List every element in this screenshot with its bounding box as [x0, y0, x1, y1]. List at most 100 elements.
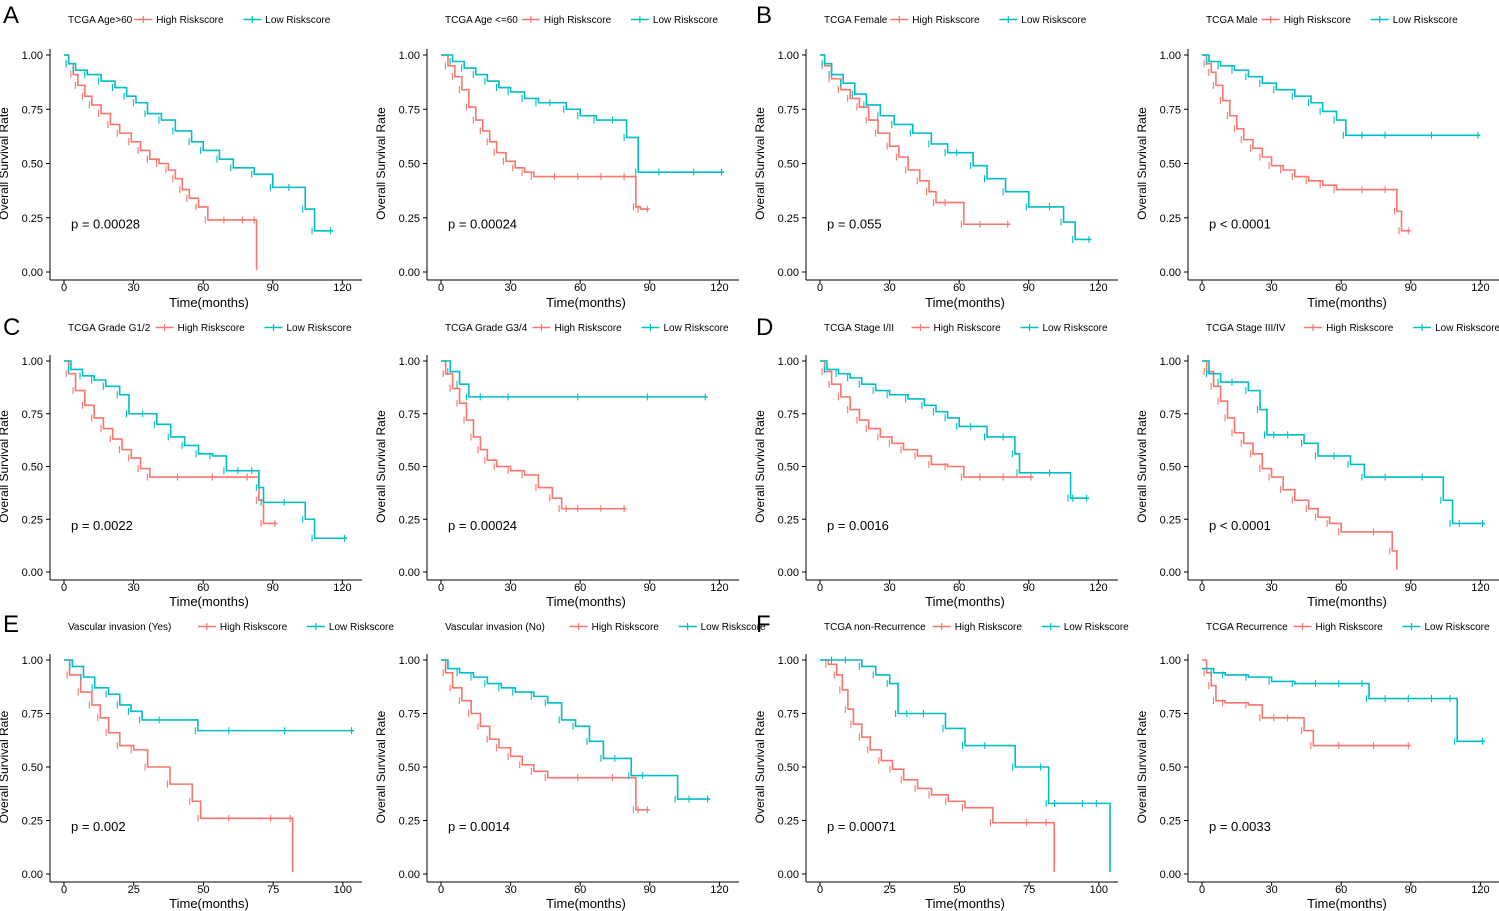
x-tick-label: 120 [710, 282, 728, 294]
plot-title: Vascular invasion (No) [445, 622, 545, 633]
x-tick-label: 120 [333, 582, 351, 594]
plot-title: TCGA Recurrence [1206, 622, 1288, 633]
legend-label-high: High Riskscore [1284, 15, 1352, 26]
p-value-label: p = 0.00024 [448, 518, 517, 533]
km-plot-3: TCGA Female High Riskscore Low Riskscore 0.… [753, 15, 1118, 310]
x-tick-label: 25 [884, 884, 896, 896]
x-tick-label: 0 [817, 582, 823, 594]
y-tick-label: 0.50 [1160, 762, 1181, 774]
x-tick-label: 30 [1265, 582, 1277, 594]
y-tick-label: 0.25 [778, 213, 799, 225]
plot-title: TCGA Female [824, 15, 888, 26]
legend-label-low: Low Riskscore [265, 15, 330, 26]
y-tick-label: 0.75 [1160, 409, 1181, 421]
x-tick-label: 50 [953, 884, 965, 896]
p-value-label: p = 0.002 [71, 819, 126, 834]
y-axis-label: Overall Survival Rate [1135, 710, 1149, 823]
y-tick-label: 0.50 [399, 462, 420, 474]
p-value-label: p = 0.00024 [448, 217, 517, 232]
y-tick-label: 0.25 [1160, 816, 1181, 828]
x-axis-label: Time(months) [546, 896, 626, 911]
x-tick-label: 120 [333, 282, 351, 294]
x-tick-label: 0 [1199, 884, 1205, 896]
x-tick-label: 25 [128, 884, 140, 896]
x-axis-label: Time(months) [546, 295, 626, 310]
y-tick-label: 1.00 [778, 356, 799, 368]
legend-label-low: Low Riskscore [329, 622, 394, 633]
panel-letter-b: B [756, 2, 773, 29]
x-tick-label: 0 [817, 282, 823, 294]
p-value-label: p = 0.0014 [448, 819, 510, 834]
plot-title: TCGA Male [1206, 15, 1258, 26]
y-tick-label: 0.50 [778, 159, 799, 171]
y-tick-label: 0.25 [399, 514, 420, 526]
x-axis-label: Time(months) [1307, 896, 1387, 911]
survival-curve-high [820, 360, 1034, 478]
legend-label-low: Low Riskscore [1425, 622, 1490, 633]
survival-curve-low [820, 360, 1090, 499]
km-plot-1: TCGA Age>60 High Riskscore Low Riskscore 0.… [0, 15, 362, 310]
p-value-label: p = 0.00071 [827, 819, 896, 834]
km-plot-12: TCGA Recurrence High Riskscore Low Risksco… [1135, 622, 1499, 911]
y-tick-label: 1.00 [399, 50, 420, 62]
survival-curve-high [820, 54, 1011, 226]
y-tick-label: 1.00 [778, 655, 799, 667]
x-tick-label: 0 [61, 884, 67, 896]
y-tick-label: 0.50 [1160, 462, 1181, 474]
km-plot-8: TCGA Stage III/IV High Riskscore Low Risks… [1135, 323, 1499, 609]
x-tick-label: 100 [1090, 884, 1108, 896]
x-tick-label: 0 [61, 582, 67, 594]
y-tick-label: 0.75 [399, 709, 420, 721]
x-tick-label: 30 [1265, 282, 1277, 294]
y-axis-label: Overall Survival Rate [753, 710, 767, 823]
x-tick-label: 0 [438, 282, 444, 294]
x-tick-label: 120 [1089, 582, 1107, 594]
legend-label-high: High Riskscore [955, 622, 1023, 633]
y-tick-label: 0.75 [22, 709, 43, 721]
km-plot-7: TCGA Stage I/II High Riskscore Low Risksco… [753, 323, 1118, 609]
y-tick-label: 0.00 [399, 567, 420, 579]
legend-label-high: High Riskscore [912, 15, 980, 26]
survival-curve-high [820, 659, 1056, 872]
x-tick-label: 90 [267, 282, 279, 294]
km-plot-6: TCGA Grade G3/4 High Riskscore Low Risksco… [374, 323, 739, 609]
x-tick-label: 30 [1265, 884, 1277, 896]
y-tick-label: 0.50 [778, 462, 799, 474]
x-axis-label: Time(months) [925, 295, 1005, 310]
plot-title: TCGA Age <=60 [445, 15, 518, 26]
x-tick-label: 50 [197, 884, 209, 896]
survival-curve-low [1202, 667, 1486, 743]
y-axis-label: Overall Survival Rate [374, 107, 388, 220]
legend-label-high: High Riskscore [156, 15, 224, 26]
x-tick-label: 60 [574, 884, 586, 896]
p-value-label: p < 0.0001 [1209, 217, 1271, 232]
x-tick-label: 90 [644, 884, 656, 896]
plot-title: TCGA Grade G1/2 [68, 323, 151, 334]
y-tick-label: 0.00 [1160, 267, 1181, 279]
legend-label-low: Low Riskscore [1043, 323, 1108, 334]
x-tick-label: 60 [1335, 884, 1347, 896]
y-tick-label: 0.75 [1160, 104, 1181, 116]
x-tick-label: 0 [438, 582, 444, 594]
x-tick-label: 100 [334, 884, 352, 896]
x-tick-label: 90 [1023, 582, 1035, 594]
y-tick-label: 0.75 [1160, 709, 1181, 721]
p-value-label: p = 0.0022 [71, 518, 133, 533]
km-plot-4: TCGA Male High Riskscore Low Riskscore 0.00… [1135, 15, 1499, 310]
x-tick-label: 120 [710, 884, 728, 896]
x-tick-label: 75 [1023, 884, 1035, 896]
x-tick-label: 90 [644, 282, 656, 294]
km-plot-5: TCGA Grade G1/2 High Riskscore Low Risksco… [0, 323, 362, 609]
y-tick-label: 0.50 [22, 159, 43, 171]
y-tick-label: 0.00 [22, 869, 43, 881]
legend-label-low: Low Riskscore [1021, 15, 1086, 26]
x-axis-label: Time(months) [925, 896, 1005, 911]
y-tick-label: 1.00 [399, 655, 420, 667]
survival-curve-high [64, 54, 258, 270]
x-axis-label: Time(months) [169, 295, 249, 310]
survival-curve-high [64, 360, 278, 525]
x-tick-label: 90 [1023, 282, 1035, 294]
y-tick-label: 0.75 [778, 709, 799, 721]
y-axis-label: Overall Survival Rate [0, 410, 11, 523]
